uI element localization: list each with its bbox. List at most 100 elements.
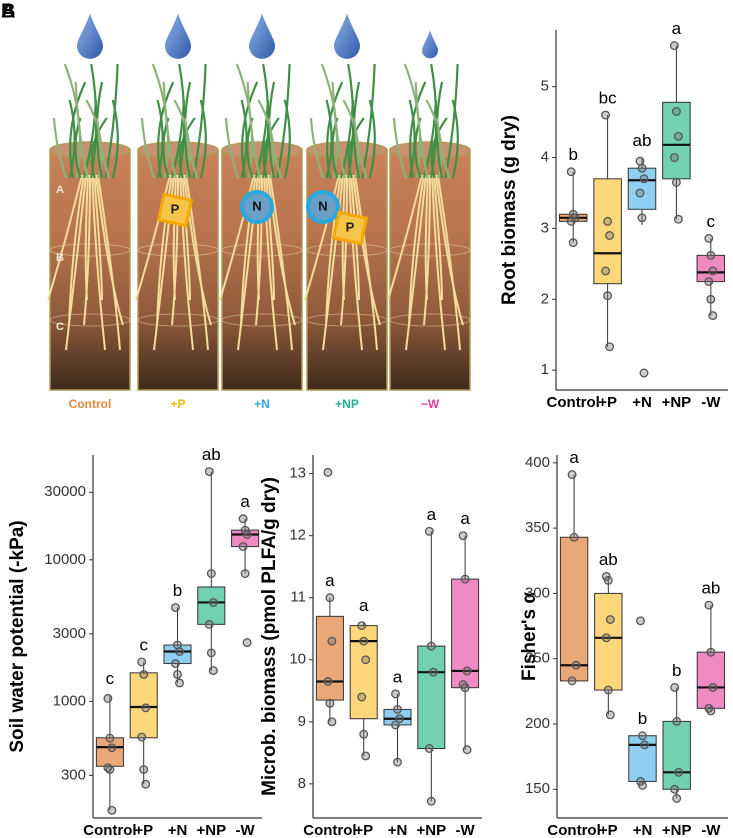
water-drop (77, 13, 103, 59)
significance-letter: ab (633, 131, 652, 150)
data-point (105, 733, 115, 743)
data-point (208, 666, 218, 676)
grass-blade (199, 99, 207, 179)
data-point (173, 669, 182, 679)
data-point (395, 714, 404, 724)
box (315, 615, 344, 701)
grass-blade (283, 99, 291, 179)
data-point (426, 641, 436, 651)
data-point (206, 648, 216, 658)
data-point (357, 692, 367, 702)
x-tick-label: +N (388, 822, 408, 838)
box (197, 586, 226, 625)
data-point (426, 796, 436, 806)
grass-blade (414, 81, 429, 179)
data-point (673, 131, 683, 141)
root (181, 174, 191, 301)
y-tick-label: 200 (525, 715, 550, 732)
data-point (240, 525, 250, 535)
y-tick-label: 10000 (44, 551, 86, 568)
x-tick-label: +P (598, 394, 617, 411)
box (593, 178, 622, 285)
root (437, 174, 461, 351)
grass-blade (241, 81, 259, 179)
water-drop (422, 30, 438, 59)
layer-ring (137, 243, 219, 257)
x-tick-label: +P (134, 822, 153, 838)
data-point (671, 177, 681, 187)
significance-letter: ab (599, 550, 618, 569)
grass-blade (409, 81, 427, 179)
treatment-label: +P (170, 397, 185, 411)
data-point (671, 107, 681, 116)
data-point (171, 603, 180, 612)
layer-ring (49, 313, 131, 327)
y-tick-label: 350 (525, 519, 550, 536)
y-tick-label: 5 (541, 78, 549, 95)
y-axis-label: Soil water potential (-kPa) (7, 520, 28, 752)
data-point (242, 530, 252, 539)
data-point (603, 216, 613, 226)
data-point (569, 532, 579, 542)
x-tick-label: -W (236, 822, 256, 838)
data-point (137, 657, 147, 667)
data-point (708, 266, 718, 276)
data-point (462, 666, 472, 676)
data-point (567, 676, 577, 686)
y-axis-label: Fisher's α (519, 592, 540, 681)
x-tick-label: Control (547, 394, 600, 411)
data-point (708, 682, 718, 692)
grass-blade (96, 117, 111, 179)
grass-blade (392, 117, 408, 179)
data-point (359, 636, 369, 646)
data-point (357, 621, 367, 631)
data-point (708, 311, 718, 321)
root (135, 174, 171, 301)
data-point (107, 805, 117, 815)
data-point (141, 779, 151, 789)
n-badge-text: N (252, 198, 261, 213)
data-point (706, 294, 716, 304)
x-tick-label: Control (83, 822, 136, 838)
x-tick-label: +P (599, 822, 618, 838)
root (47, 174, 83, 301)
data-point (601, 110, 611, 120)
data-point (204, 467, 214, 477)
y-tick-label: 9 (298, 713, 306, 730)
x-tick-label: +NP (196, 822, 226, 838)
data-point (669, 41, 679, 51)
y-tick-label: 10 (289, 651, 306, 668)
significance-letter: a (672, 19, 682, 38)
grass-blade (95, 81, 104, 179)
data-point (672, 716, 682, 726)
grass-blade (140, 117, 156, 179)
data-point (107, 743, 117, 753)
y-tick-label: 8 (298, 775, 306, 792)
data-point (637, 163, 647, 173)
grass-blade (276, 63, 291, 179)
data-point (672, 793, 682, 803)
data-point (359, 729, 369, 739)
data-point (603, 291, 613, 301)
x-tick-label: +P (354, 822, 373, 838)
data-point (393, 704, 402, 714)
y-tick-label: 11 (290, 589, 306, 606)
x-tick-label: Control (303, 822, 356, 838)
data-point (175, 647, 184, 656)
root (269, 174, 293, 351)
data-point (175, 678, 184, 688)
y-tick-label: 12 (289, 527, 306, 544)
data-point (673, 214, 683, 224)
data-point (605, 615, 615, 624)
root (408, 174, 425, 326)
significance-letter: ab (202, 445, 221, 464)
x-tick-label: +N (633, 822, 653, 838)
y-tick-label: 30000 (44, 483, 86, 500)
root (95, 174, 124, 326)
data-point (424, 526, 434, 536)
data-point (206, 569, 216, 578)
grass-blade (352, 81, 361, 179)
data-point (327, 636, 337, 646)
treatment-label: +N (254, 397, 270, 411)
data-point (105, 765, 115, 774)
